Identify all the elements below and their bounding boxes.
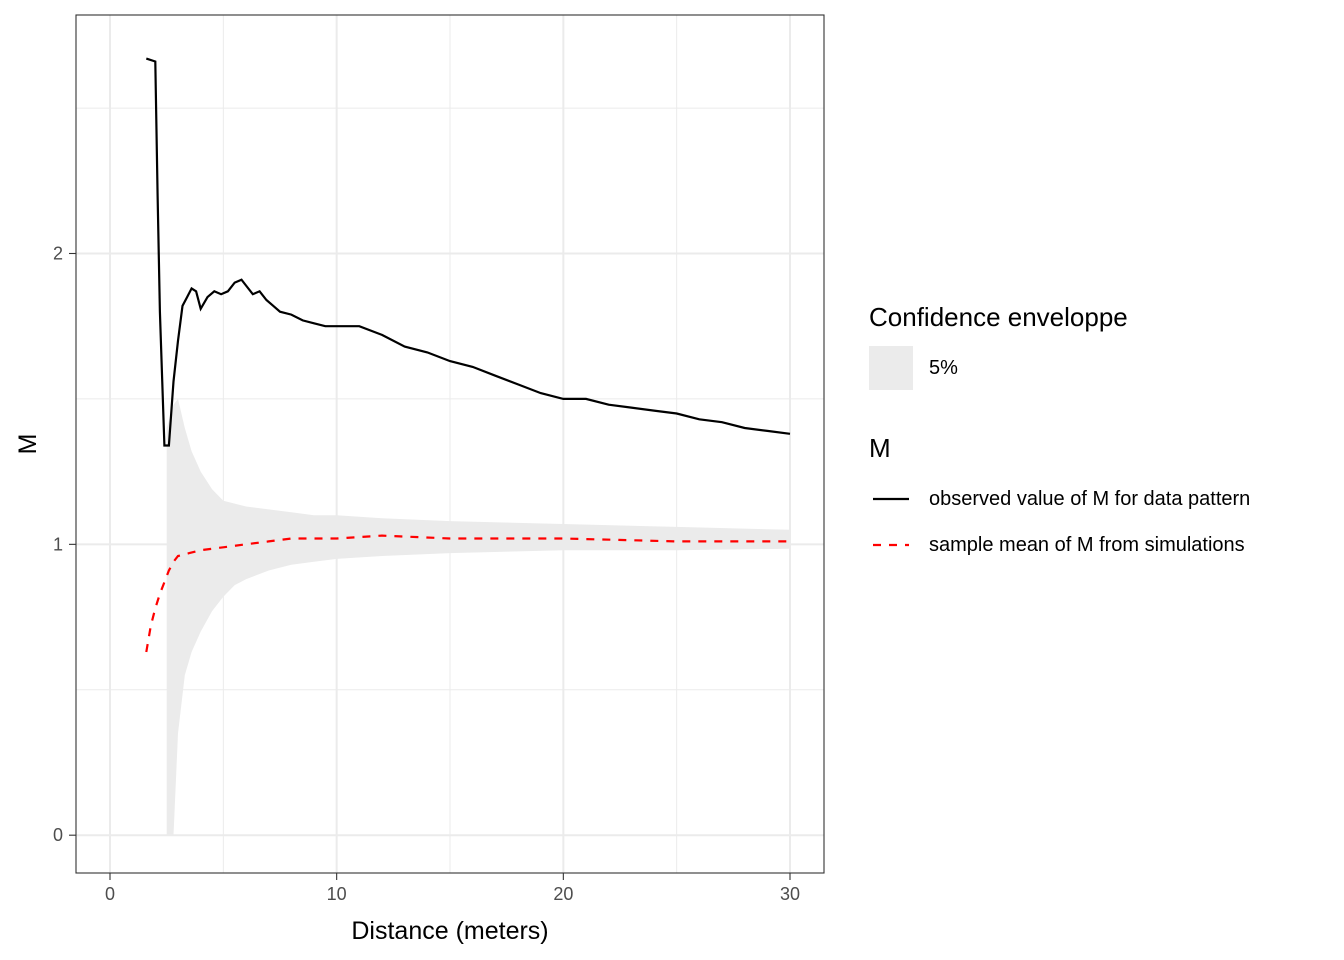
plot-panel [75,14,825,874]
legend-group-fill: Confidence enveloppe 5% [869,302,1329,391]
y-tick-label: 1 [53,534,63,554]
legend-label-envelope: 5% [929,356,958,379]
legend-label-mean: sample mean of M from simulations [929,533,1245,556]
panel-border [75,14,825,874]
legend-fill-title: Confidence enveloppe [869,302,1128,332]
legend-key-observed [869,477,913,521]
legend-label-observed: observed value of M for data pattern [929,487,1251,510]
x-tick-label: 20 [553,884,573,904]
y-axis: 0 1 2 [53,243,76,845]
legend-key-envelope [869,346,913,390]
y-tick-label: 0 [53,825,63,845]
x-tick-label: 10 [327,884,347,904]
legend-item-envelope: 5% [869,345,1329,391]
legend-item-mean: sample mean of M from simulations [869,522,1329,568]
y-axis-title: M [14,434,42,455]
x-tick-label: 30 [780,884,800,904]
legend-item-observed: observed value of M for data pattern [869,476,1329,522]
legend-key-mean [869,523,913,567]
legend-group-line: M observed value of M for data pattern s… [869,433,1329,568]
x-tick-label: 0 [105,884,115,904]
x-axis: 0 10 20 30 [105,873,800,904]
x-axis-title: Distance (meters) [351,917,548,945]
observed-m-line [145,57,791,447]
grid-minor [76,15,824,873]
legend-line-title: M [869,433,891,463]
y-tick-label: 2 [53,243,63,263]
legend: Confidence enveloppe 5% M observed value… [869,302,1329,568]
